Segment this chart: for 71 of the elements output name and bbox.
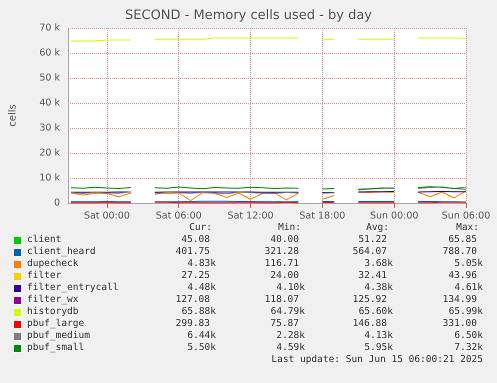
text: 75.87	[270, 318, 299, 330]
text: 65.99k	[448, 306, 483, 318]
y-tick-label: 50 k	[39, 72, 60, 84]
legend-label: filter_wx	[27, 294, 78, 306]
text: 27.25	[181, 270, 210, 282]
text: 4.59k	[276, 342, 305, 354]
y-tick-label: 20 k	[39, 148, 60, 158]
text: 146.88	[352, 318, 387, 330]
x-tick-label: Sat 00:00	[84, 210, 130, 222]
text: 24.00	[270, 270, 299, 282]
x-tick-label: Sun 00:00	[370, 210, 418, 222]
text: 45.08	[181, 234, 210, 246]
chart-title: SECOND - Memory cells used - by day	[125, 8, 372, 23]
text: 6.44k	[187, 330, 216, 342]
x-tick-label: Sat 06:00	[156, 210, 202, 222]
text: 32.41	[358, 270, 387, 282]
text: 64.79k	[270, 306, 305, 318]
text: 127.08	[176, 294, 210, 306]
text: 4.83k	[187, 258, 216, 270]
legend-label: filter	[27, 270, 62, 282]
text: 118.07	[264, 294, 299, 306]
text: 401.75	[176, 246, 210, 258]
text: Last update: Sun Jun 15 06:00:21 2025	[271, 354, 483, 366]
text: 5.50k	[187, 342, 216, 354]
y-tick-label: 60 k	[39, 48, 60, 58]
legend-label: historydb	[27, 306, 78, 318]
y-axis-title: cells	[8, 104, 18, 127]
text: Max:	[456, 222, 479, 234]
text: 4.61k	[454, 282, 483, 294]
text: 331.00	[442, 318, 477, 330]
legend-label: pbuf_large	[27, 318, 84, 330]
legend-label: pbuf_small	[27, 342, 84, 354]
text: 299.83	[176, 318, 210, 330]
y-tick-label: 40 k	[39, 98, 60, 108]
legend-label: client	[27, 234, 62, 246]
legend-label: client_heard	[27, 246, 96, 258]
text: Min:	[278, 222, 301, 234]
x-tick-label: Sun 06:00	[442, 210, 490, 222]
text: 6.50k	[454, 330, 483, 342]
text: 65.88k	[182, 306, 216, 318]
text: 321.28	[264, 246, 299, 258]
y-tick-label: 0	[54, 198, 60, 208]
legend-label: dupecheck	[27, 258, 78, 270]
text: 65.85	[448, 234, 477, 246]
x-tick-label: Sat 12:00	[228, 210, 274, 222]
text: 43.96	[448, 270, 477, 282]
text: Cur:	[189, 222, 212, 234]
y-tick-label: 70 k	[39, 22, 60, 34]
text: Avg:	[366, 222, 389, 234]
text: 125.92	[352, 294, 387, 306]
text: 4.38k	[364, 282, 393, 294]
text: 4.10k	[276, 282, 305, 294]
text: 788.70	[442, 246, 477, 258]
text: 134.99	[442, 294, 477, 306]
x-tick-label: Sat 18:00	[299, 210, 346, 222]
text: 5.05k	[454, 258, 483, 270]
text: 564.07	[352, 246, 387, 258]
text: 3.68k	[364, 258, 393, 270]
text: 5.95k	[364, 342, 393, 354]
text: 7.32k	[454, 342, 483, 354]
legend-label: filter_entrycall	[27, 282, 119, 294]
text: 65.60k	[358, 306, 393, 318]
text: 4.13k	[364, 330, 393, 342]
text: 51.22	[358, 234, 387, 246]
text: 2.28k	[276, 330, 305, 342]
text: 116.71	[264, 258, 299, 270]
text: 40.00	[270, 234, 299, 246]
y-tick-label: 10 k	[39, 172, 60, 184]
legend-label: pbuf_medium	[27, 330, 90, 342]
y-tick-label: 30 k	[39, 122, 60, 134]
text: 4.48k	[187, 282, 216, 294]
